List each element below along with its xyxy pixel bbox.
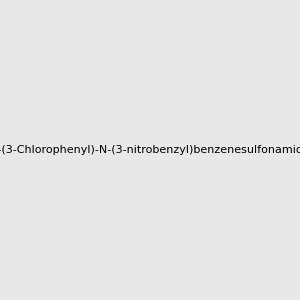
Text: N-(3-Chlorophenyl)-N-(3-nitrobenzyl)benzenesulfonamide: N-(3-Chlorophenyl)-N-(3-nitrobenzyl)benz… <box>0 145 300 155</box>
